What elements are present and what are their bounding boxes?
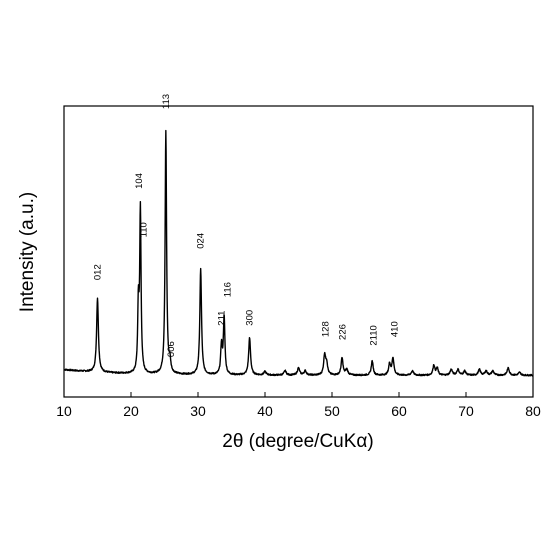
x-tick-label: 50 (324, 403, 340, 419)
peak-label-410: 410 (389, 321, 400, 337)
peak-label-113: 113 (161, 94, 172, 109)
peak-label-024: 024 (196, 233, 207, 249)
x-tick-label: 60 (391, 403, 407, 419)
x-tick-label: 30 (190, 403, 206, 419)
x-tick-label: 70 (458, 403, 474, 419)
peak-label-128: 128 (320, 321, 331, 337)
peak-label-012: 012 (93, 264, 104, 280)
peak-labels: 012 104 110 113 006 024 211 116 300 128 226 2110 410 (93, 94, 401, 357)
peak-label-211: 211 (216, 311, 227, 326)
peak-label-116: 116 (222, 282, 233, 297)
x-axis-ticks (63, 392, 534, 397)
peak-label-300: 300 (245, 310, 256, 326)
xrd-pattern-line (63, 129, 534, 377)
plot-frame (63, 105, 534, 398)
x-tick-label: 40 (257, 403, 273, 419)
peak-label-2110: 2110 (369, 325, 380, 345)
x-tick-label: 80 (525, 403, 541, 419)
peak-label-226: 226 (338, 324, 349, 340)
y-axis-title: Intensity (a.u.) (17, 192, 38, 312)
peak-label-104: 104 (134, 173, 145, 189)
x-axis-tick-labels: 10 20 30 40 50 60 70 80 (56, 403, 541, 419)
peak-label-006: 006 (166, 341, 177, 357)
x-tick-label: 20 (123, 403, 139, 419)
x-axis-title: 2θ (degree/CuKα) (222, 431, 373, 452)
x-tick-label: 10 (56, 403, 72, 419)
peak-label-110: 110 (139, 222, 150, 237)
